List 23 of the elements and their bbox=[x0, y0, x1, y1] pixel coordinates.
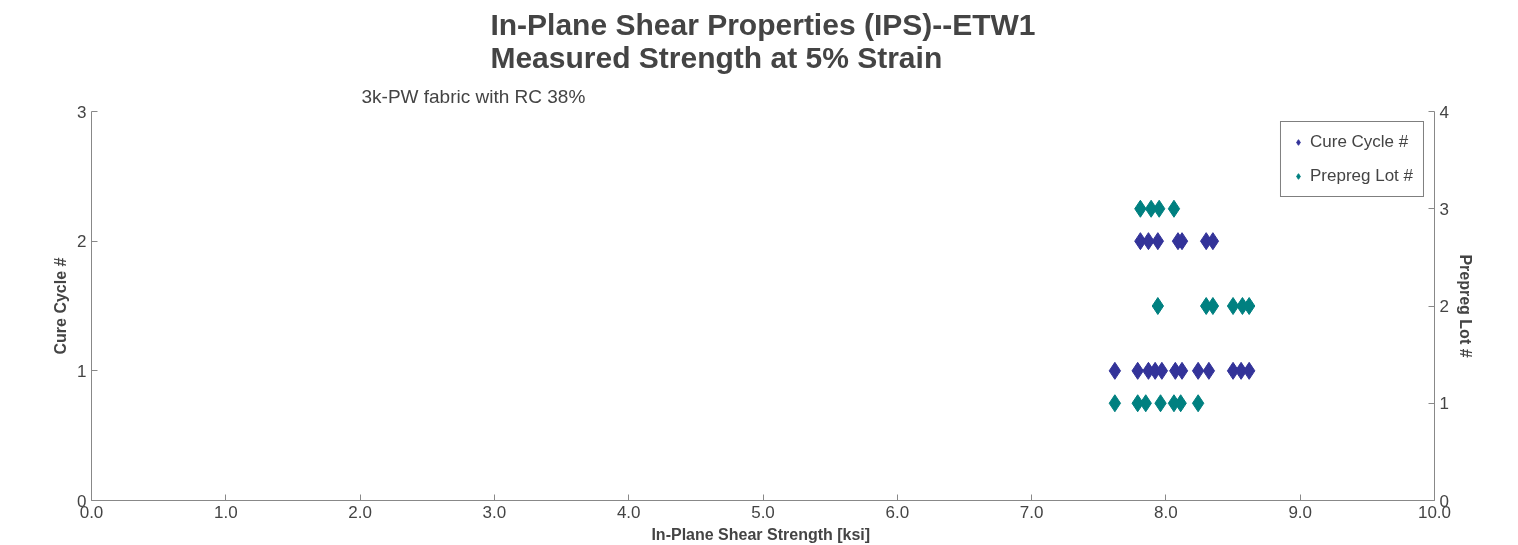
x-tick-label: 6.0 bbox=[885, 502, 910, 522]
x-tick-label: 4.0 bbox=[616, 502, 641, 522]
chart-subtitle: 3k-PW fabric with RC 38% bbox=[361, 85, 586, 107]
x-tick-label: 8.0 bbox=[1154, 502, 1178, 522]
y2-tick-label: 2 bbox=[1439, 297, 1449, 316]
x-tick-label: 9.0 bbox=[1288, 502, 1313, 522]
x-tick-label: 5.0 bbox=[751, 502, 775, 522]
x-tick-label: 2.0 bbox=[348, 502, 372, 522]
y-tick-label: 3 bbox=[77, 102, 87, 122]
legend-label: Cure Cycle # bbox=[1309, 132, 1409, 152]
y2-axis-title: Prepreg Lot # bbox=[1456, 254, 1474, 358]
y-tick-label: 1 bbox=[77, 361, 87, 381]
y2-tick-label: 3 bbox=[1439, 199, 1449, 219]
legend-label: Prepreg Lot # bbox=[1309, 166, 1413, 186]
x-tick-label: 7.0 bbox=[1019, 502, 1044, 522]
x-tick-label: 3.0 bbox=[482, 502, 507, 522]
chart-title: In-Plane Shear Properties (IPS)--ETW1 Measured Strength at 5% Strain bbox=[490, 7, 1036, 74]
x-axis-title: In-Plane Shear Strength [ksi] bbox=[651, 525, 871, 543]
x-tick-label: 1.0 bbox=[213, 502, 238, 522]
y-axis-title: Cure Cycle # bbox=[52, 257, 70, 355]
y-tick-label: 2 bbox=[77, 232, 87, 252]
y2-tick-label: 1 bbox=[1439, 394, 1449, 414]
y2-tick-label: 4 bbox=[1439, 102, 1449, 122]
